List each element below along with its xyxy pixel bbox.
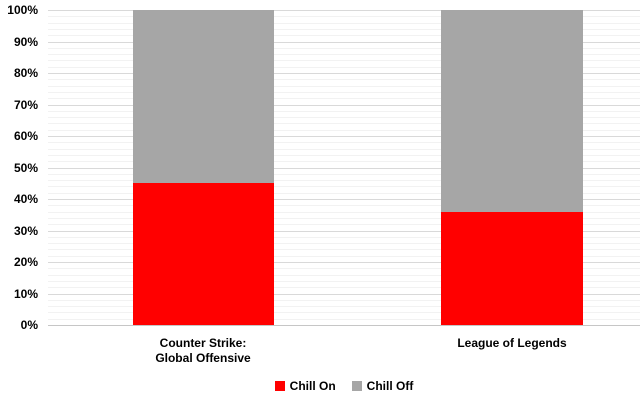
x-axis-line (48, 325, 640, 326)
minor-gridline (48, 22, 640, 24)
legend-swatch-icon (351, 381, 362, 391)
minor-gridline (48, 110, 640, 112)
y-tick-label: 80% (13, 66, 38, 80)
minor-gridline (48, 47, 640, 49)
major-gridline (48, 199, 640, 200)
minor-gridline (48, 66, 640, 68)
minor-gridline (48, 274, 640, 276)
minor-gridline (48, 85, 640, 87)
minor-gridline (48, 161, 640, 163)
minor-gridline (48, 28, 640, 30)
minor-gridline (48, 268, 640, 270)
minor-gridline (48, 211, 640, 213)
category-label: Counter Strike: Global Offensive (155, 336, 251, 365)
minor-gridline (48, 186, 640, 188)
legend-item-chill-on: Chill On (274, 379, 336, 393)
legend: Chill On Chill Off (48, 379, 640, 393)
major-gridline (48, 293, 640, 295)
minor-gridline (48, 129, 640, 131)
minor-gridline (48, 249, 640, 251)
y-tick-label: 60% (13, 129, 38, 143)
major-gridline (48, 10, 640, 11)
minor-gridline (48, 117, 640, 119)
legend-label: Chill On (289, 379, 336, 393)
major-gridline (48, 136, 640, 137)
legend-label: Chill Off (366, 379, 414, 393)
minor-gridline (48, 205, 640, 207)
y-tick-label: 10% (13, 286, 38, 301)
bar-segment-chill-on (441, 211, 583, 325)
category-label: League of Legends (457, 336, 567, 350)
minor-gridline (48, 142, 640, 144)
minor-gridline (48, 192, 640, 194)
minor-gridline (48, 224, 640, 226)
minor-gridline (48, 54, 640, 56)
y-tick-label: 90% (13, 34, 38, 49)
minor-gridline (48, 180, 640, 182)
minor-gridline (48, 243, 640, 245)
y-tick-label: 100% (7, 3, 38, 17)
minor-gridline (48, 123, 640, 125)
minor-gridline (48, 16, 640, 18)
bar-segment-chill-off (441, 10, 583, 212)
minor-gridline (48, 280, 640, 282)
minor-gridline (48, 236, 640, 238)
y-tick-label: 0% (20, 318, 38, 332)
major-gridline (48, 262, 640, 263)
minor-gridline (48, 154, 640, 156)
minor-gridline (48, 299, 640, 301)
major-gridline (48, 230, 640, 232)
bar-segment-chill-on (133, 183, 274, 325)
minor-gridline (48, 60, 640, 62)
minor-gridline (48, 306, 640, 308)
y-tick-label: 40% (13, 192, 38, 206)
minor-gridline (48, 312, 640, 314)
bar-segment-chill-off (133, 10, 274, 184)
legend-item-chill-off: Chill Off (351, 379, 414, 393)
minor-gridline (48, 79, 640, 81)
legend-swatch-icon (274, 381, 285, 391)
y-tick-label: 70% (13, 97, 38, 112)
y-tick-label: 30% (13, 223, 38, 238)
y-tick-label: 20% (13, 255, 38, 269)
major-gridline (48, 73, 640, 74)
minor-gridline (48, 35, 640, 37)
minor-gridline (48, 318, 640, 320)
minor-gridline (48, 217, 640, 219)
minor-gridline (48, 91, 640, 93)
minor-gridline (48, 173, 640, 175)
y-tick-label: 50% (13, 160, 38, 175)
minor-gridline (48, 255, 640, 257)
major-gridline (48, 104, 640, 106)
minor-gridline (48, 287, 640, 289)
minor-gridline (48, 98, 640, 100)
major-gridline (48, 167, 640, 169)
minor-gridline (48, 148, 640, 150)
major-gridline (48, 41, 640, 43)
